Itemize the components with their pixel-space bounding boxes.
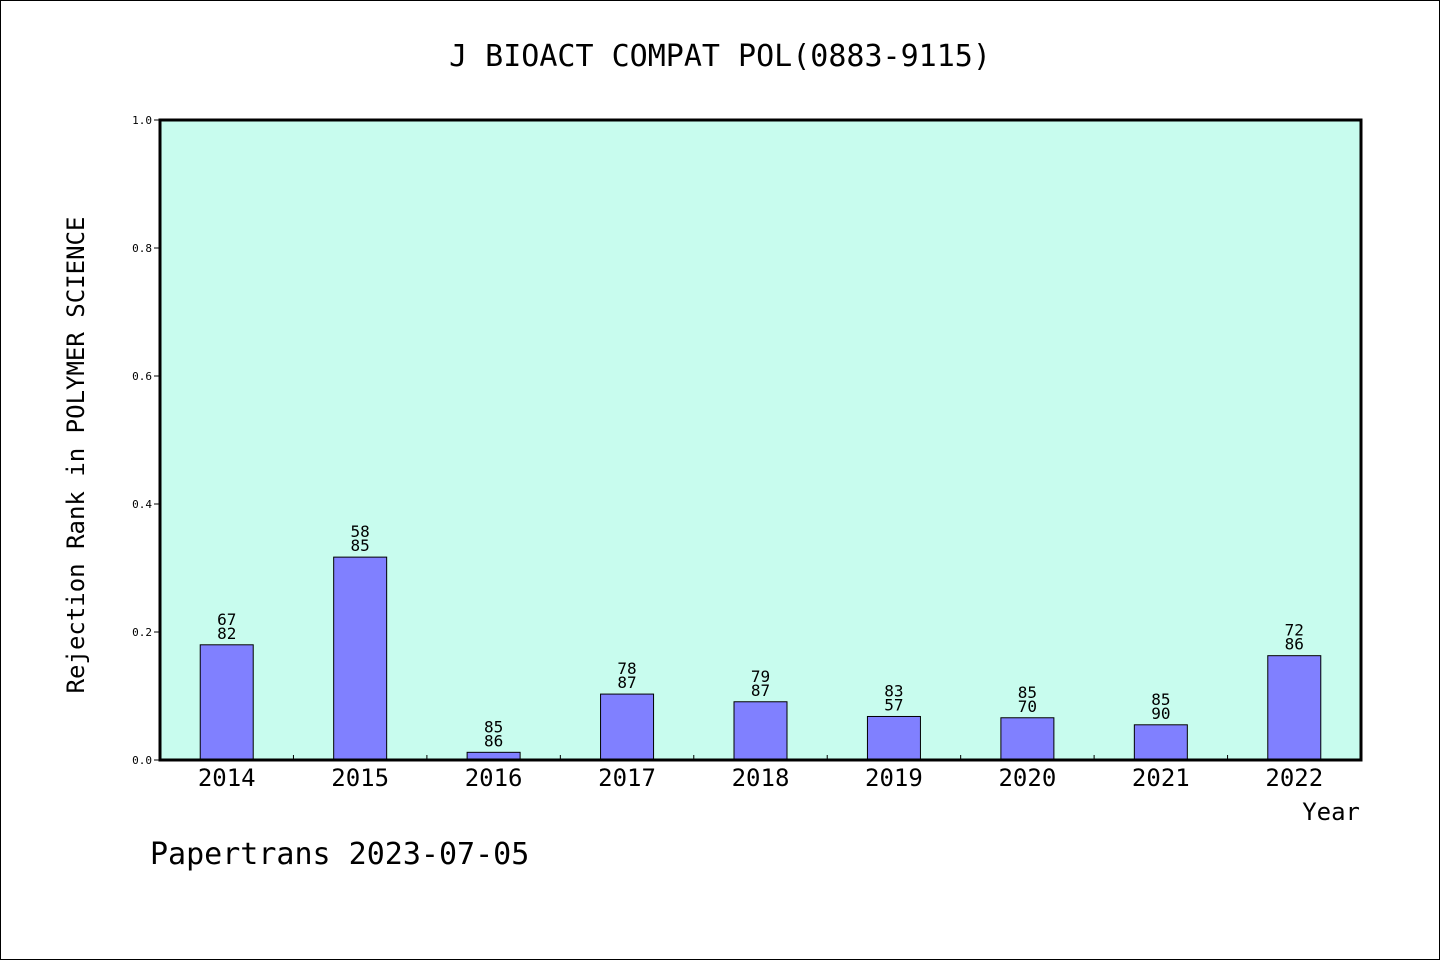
x-tick-label-2017: 2017 [598, 764, 656, 792]
y-tick-label: 0.6 [132, 370, 152, 383]
x-tick-label-2014: 2014 [198, 764, 256, 792]
bar-2014 [199, 644, 254, 761]
bar-label-bottom-2019: 57 [884, 695, 903, 714]
x-axis-label: Year [1302, 798, 1360, 826]
y-tick-label: 1.0 [132, 114, 152, 127]
y-tick-label: 0.4 [132, 498, 152, 511]
bar-label-top-2018: 79 [751, 667, 770, 686]
bar-2018 [733, 701, 788, 761]
bar-label-top-2020: 85 [1018, 683, 1037, 702]
y-tick-label: 0.2 [132, 626, 152, 639]
x-tick-label-2018: 2018 [732, 764, 790, 792]
x-tick-label-2020: 2020 [998, 764, 1056, 792]
bar-label-bottom-2020: 70 [1018, 697, 1037, 716]
plot-frame [158, 118, 1363, 762]
bar-label-top-2016: 85 [484, 717, 503, 736]
bar-label-bottom-2022: 86 [1285, 635, 1304, 654]
y-tick-label: 0.8 [132, 242, 152, 255]
x-tick-label-2021: 2021 [1132, 764, 1190, 792]
x-tick-label-2019: 2019 [865, 764, 923, 792]
footer-credit: Papertrans 2023-07-05 [150, 837, 529, 872]
x-tick-label-2016: 2016 [465, 764, 523, 792]
y-tick-label: 0.0 [132, 754, 152, 767]
bar-2015 [333, 556, 388, 761]
bar-label-bottom-2016: 86 [484, 731, 503, 750]
bar-label-bottom-2018: 87 [751, 681, 770, 700]
x-tick-label-2022: 2022 [1265, 764, 1323, 792]
chart-title: J BIOACT COMPAT POL(0883-9115) [449, 39, 991, 74]
x-tick-label-2015: 2015 [331, 764, 389, 792]
bar-label-top-2015: 58 [351, 522, 370, 541]
bar-label-top-2021: 85 [1151, 690, 1170, 709]
bar-label-top-2014: 67 [217, 610, 236, 629]
bar-label-bottom-2021: 90 [1151, 704, 1170, 723]
bar-2020 [1000, 717, 1055, 761]
bar-label-bottom-2015: 85 [351, 536, 370, 555]
bar-label-top-2019: 83 [884, 681, 903, 700]
bar-2022 [1267, 655, 1322, 761]
bar-label-bottom-2014: 82 [217, 624, 236, 643]
bar-2017 [600, 693, 655, 761]
bar-label-top-2022: 72 [1285, 621, 1304, 640]
ticks-layer: 0.0 0.2 0.4 0.6 0.8 1.0 2014 2015 2016 2017 2018 20… [132, 114, 1323, 792]
bar-label-bottom-2017: 87 [617, 673, 636, 692]
bar-2019 [866, 715, 921, 761]
y-axis-label: Rejection Rank in POLYMER SCIENCE [62, 217, 90, 694]
bar-label-top-2017: 78 [617, 659, 636, 678]
bar-2021 [1133, 724, 1188, 761]
